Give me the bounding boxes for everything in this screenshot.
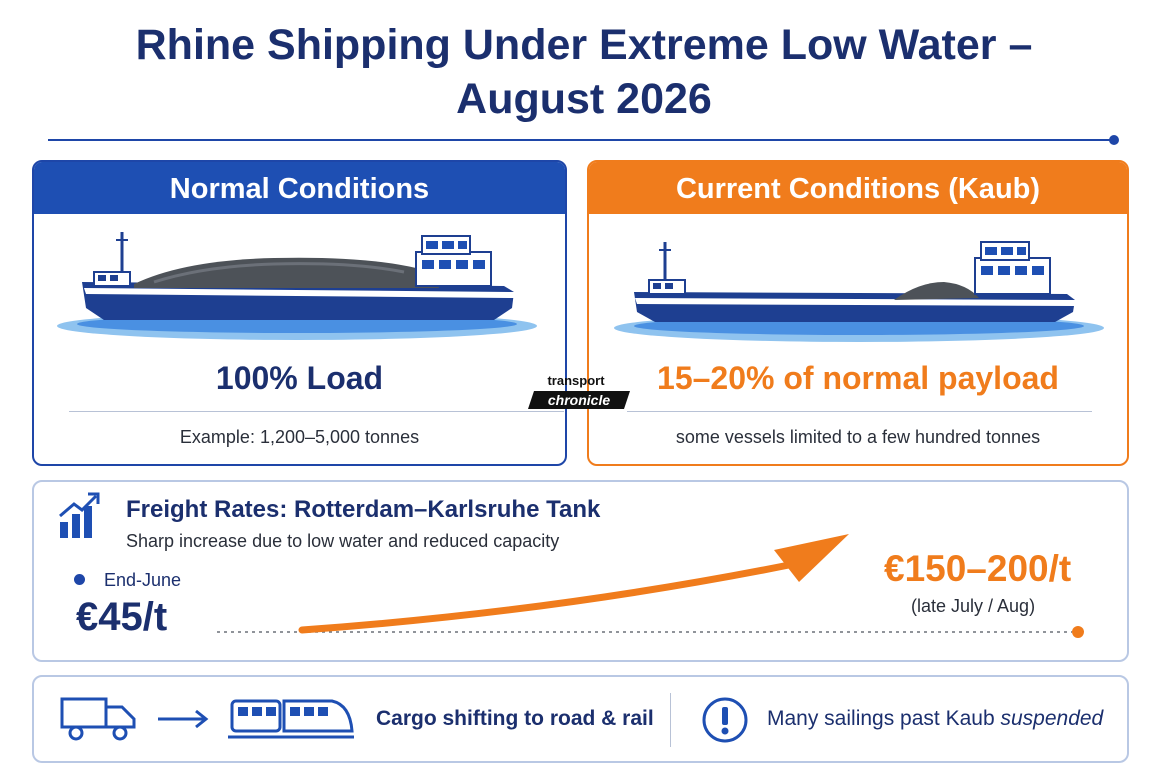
freight-rates-panel: Freight Rates: Rotterdam–Karlsruhe Tank … <box>32 480 1129 662</box>
normal-conditions-panel: Normal Conditions 100% Load Example: 1,2… <box>32 160 567 466</box>
cargo-shift-label: Cargo shifting to road & rail <box>376 707 654 730</box>
current-conditions-panel: Current Conditions (Kaub) 15–20% of norm… <box>587 160 1129 466</box>
title-divider <box>48 139 1111 141</box>
end-period-label: (late July / Aug) <box>911 596 1036 616</box>
transport-chronicle-watermark: transport chronicle <box>528 373 630 409</box>
full-barge-illustration <box>57 232 537 340</box>
exclamation-circle-icon <box>702 697 748 743</box>
sailings-suspended-main: Many sailings past Kaub <box>767 707 995 730</box>
page-title-line2: August 2026 <box>456 75 712 123</box>
normal-load-value: 100% Load <box>215 360 384 396</box>
bar-chart-up-icon <box>59 492 100 538</box>
current-conditions-heading: Current Conditions (Kaub) <box>589 162 1127 214</box>
freight-graphics <box>59 492 1084 638</box>
start-period-label: End-June <box>104 570 182 590</box>
title-divider-dot <box>1109 135 1119 145</box>
current-note-text: some vessels limited to a few hundred to… <box>675 427 1041 447</box>
freight-rates-subtitle: Sharp increase due to low water and redu… <box>126 531 560 551</box>
freight-rates-title: Freight Rates: Rotterdam–Karlsruhe Tank <box>126 496 601 523</box>
normal-example-text: Example: 1,200–5,000 tonnes <box>179 427 420 447</box>
sailings-suspended-text: Many sailings past Kaub suspended <box>767 707 1103 731</box>
sailings-suspended-emphasis: suspended <box>1000 707 1104 730</box>
modal-shift-panel: Cargo shifting to road & rail Many saili… <box>32 675 1129 763</box>
current-panel-divider <box>627 411 1092 412</box>
start-rate-value: €45/t <box>76 595 168 639</box>
normal-panel-divider <box>69 411 564 412</box>
page-title: Rhine Shipping Under Extreme Low Water –… <box>0 18 1168 126</box>
end-rate-value: €150–200/t <box>884 548 1072 589</box>
arrow-right-icon <box>158 709 209 729</box>
train-icon <box>228 699 354 739</box>
watermark-line1: transport <box>547 373 605 388</box>
bottom-divider <box>670 693 671 747</box>
light-barge-illustration <box>614 241 1104 342</box>
page-title-line1: Rhine Shipping Under Extreme Low Water – <box>135 21 1033 69</box>
normal-conditions-heading: Normal Conditions <box>34 162 565 214</box>
watermark-line2: chronicle <box>548 392 610 408</box>
truck-icon <box>60 697 136 741</box>
start-marker-dot <box>74 574 85 585</box>
current-payload-value: 15–20% of normal payload <box>657 360 1059 396</box>
